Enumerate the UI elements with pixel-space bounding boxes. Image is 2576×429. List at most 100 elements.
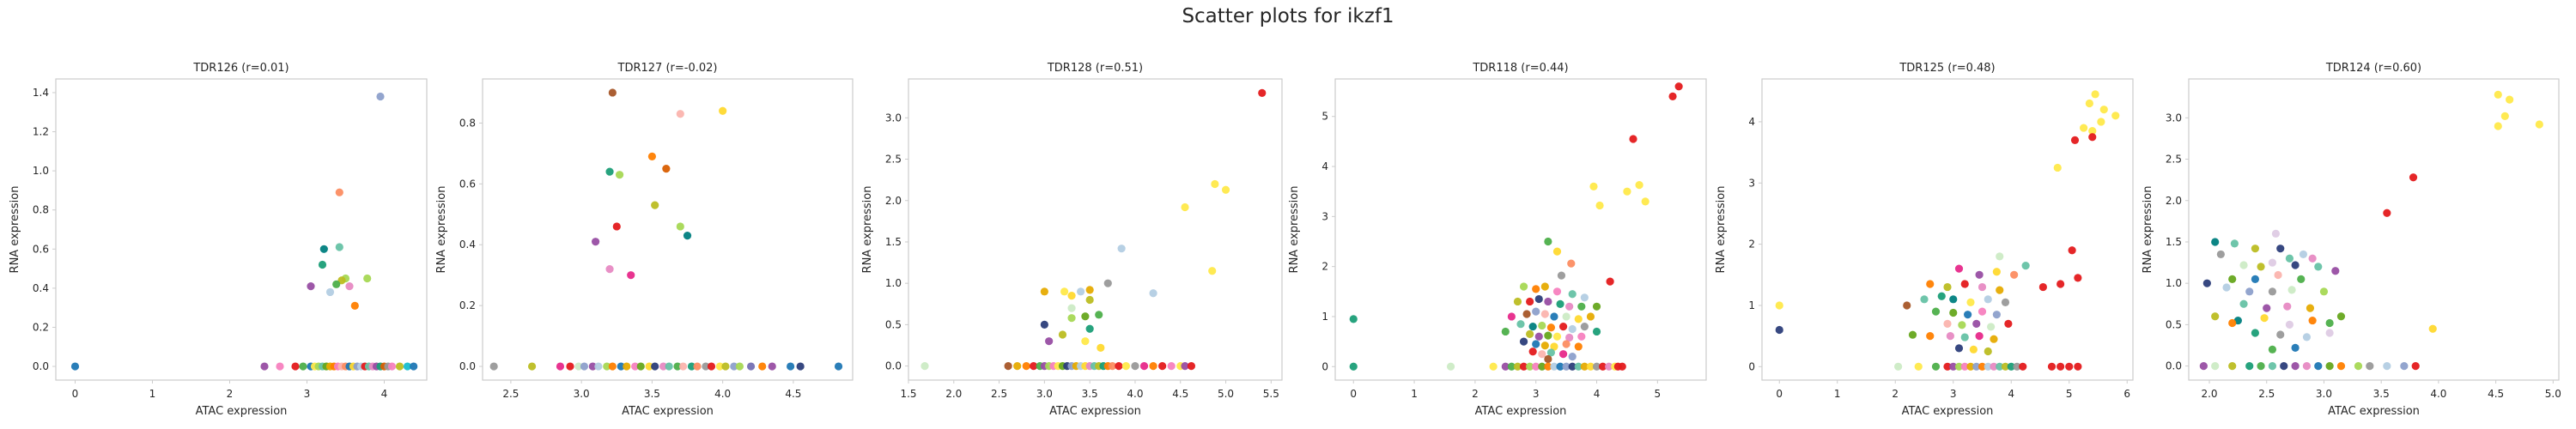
data-point <box>2013 362 2021 371</box>
y-tick-label: 0.0 <box>33 360 49 372</box>
data-point <box>1095 311 1103 319</box>
data-point <box>1565 302 1574 311</box>
data-point <box>920 362 929 371</box>
data-point <box>1580 362 1589 371</box>
subplot-title: TDR126 (r=0.01) <box>192 62 289 75</box>
data-point <box>325 287 335 297</box>
data-point <box>2325 318 2334 328</box>
data-point <box>2085 99 2093 108</box>
data-point <box>647 152 657 161</box>
x-tick-label: 0 <box>1776 388 1783 400</box>
data-point <box>1931 362 1941 371</box>
data-point <box>1085 286 1094 294</box>
data-point <box>1908 330 1917 339</box>
data-point <box>2251 329 2259 337</box>
x-tick-label: 0 <box>1350 388 1357 400</box>
data-point <box>299 362 307 371</box>
data-point <box>2299 250 2308 259</box>
data-point <box>1540 341 1549 350</box>
data-point <box>1513 362 1522 371</box>
data-point <box>395 362 404 371</box>
data-point <box>2080 124 2088 132</box>
y-tick-label: 0.8 <box>459 117 476 129</box>
data-point <box>332 280 341 288</box>
x-tick-label: 2.0 <box>2201 388 2217 400</box>
data-point <box>1181 202 1189 212</box>
data-point <box>1513 297 1522 306</box>
data-point <box>1954 344 1964 353</box>
x-tick-label: 5.5 <box>1263 388 1279 400</box>
y-tick-label: 0.6 <box>459 178 476 190</box>
data-point <box>2400 362 2409 371</box>
data-point <box>1045 337 1054 346</box>
data-point <box>1532 285 1540 293</box>
data-point <box>580 362 589 371</box>
plot-frame <box>1334 78 1707 381</box>
data-point <box>2070 136 2080 144</box>
x-tick-label: 2 <box>1472 388 1479 400</box>
data-point <box>1552 332 1562 341</box>
data-point <box>1022 362 1030 371</box>
data-point <box>2007 362 2015 371</box>
data-point <box>1556 299 1564 308</box>
data-point <box>1526 329 1534 338</box>
data-point <box>1996 286 2004 294</box>
data-point <box>1978 362 1987 371</box>
y-tick-label: 0.0 <box>2166 360 2182 372</box>
x-tick-label: 3.5 <box>2373 388 2390 400</box>
data-point <box>676 222 684 231</box>
data-point <box>291 362 300 371</box>
data-point <box>1526 362 1534 371</box>
y-axis-label: RNA expression <box>861 186 874 274</box>
data-point <box>1580 293 1589 302</box>
x-tick-label: 4.5 <box>1172 388 1188 400</box>
data-point <box>1586 312 1595 321</box>
data-point <box>1532 362 1540 371</box>
data-point <box>1954 362 1964 371</box>
data-point <box>319 245 328 253</box>
data-point <box>2245 287 2254 296</box>
data-point <box>1221 185 1230 194</box>
data-point <box>2314 263 2323 271</box>
data-point <box>1552 287 1562 296</box>
x-axis-label: ATAC expression <box>2328 405 2420 418</box>
data-point <box>1623 187 1631 196</box>
data-point <box>1580 323 1589 331</box>
data-point <box>2291 362 2300 371</box>
data-point <box>1519 362 1528 371</box>
data-point <box>2268 345 2277 353</box>
data-point <box>350 301 359 310</box>
data-point <box>605 264 614 274</box>
data-point <box>1139 362 1149 371</box>
data-point <box>2251 245 2259 253</box>
data-point <box>1984 295 1992 304</box>
data-point <box>1966 362 1975 371</box>
data-point <box>2228 275 2237 283</box>
data-point <box>2097 118 2105 126</box>
data-point <box>2319 287 2329 296</box>
data-point <box>2366 362 2374 371</box>
data-point <box>594 362 603 371</box>
data-point <box>2239 299 2248 308</box>
data-point <box>1058 330 1067 339</box>
data-point <box>1349 315 1358 323</box>
x-axis-label: ATAC expression <box>1902 405 1994 418</box>
data-point <box>1538 362 1546 371</box>
data-point <box>2268 258 2277 267</box>
data-point <box>1522 310 1531 318</box>
plot-frame <box>908 78 1283 381</box>
data-point <box>1149 362 1157 371</box>
data-point <box>1030 362 1038 371</box>
data-point <box>2285 254 2294 263</box>
data-point <box>1562 340 1571 348</box>
data-point <box>1943 319 1952 328</box>
data-point <box>2383 208 2391 217</box>
data-point <box>1528 323 1537 331</box>
data-point <box>1519 337 1528 346</box>
data-point <box>678 362 688 371</box>
data-point <box>2271 229 2281 238</box>
data-point <box>1534 294 1543 304</box>
data-point <box>719 106 727 115</box>
data-point <box>1592 327 1601 336</box>
data-point <box>1565 333 1574 342</box>
